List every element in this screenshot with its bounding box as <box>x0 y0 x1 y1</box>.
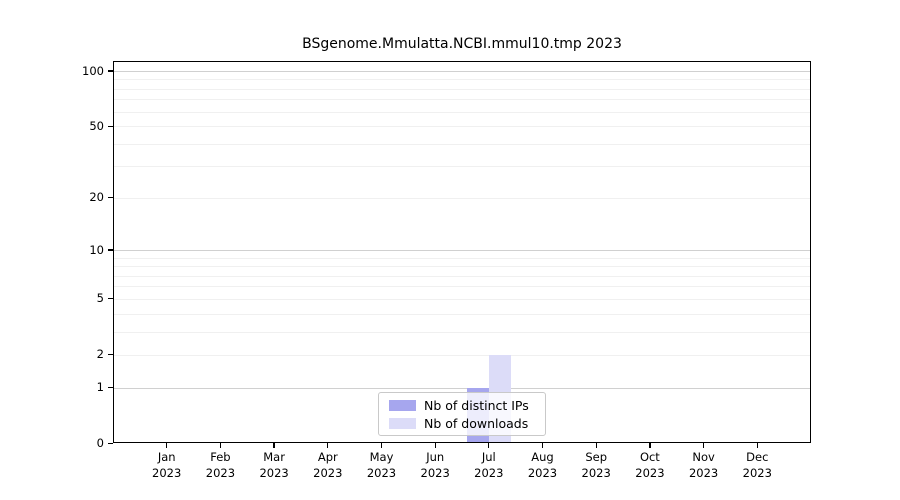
gridline-80 <box>113 88 811 90</box>
x-tick-label-jun-2023: Jun 2023 <box>420 450 450 480</box>
gridline-2 <box>113 354 811 356</box>
gridline-70 <box>113 99 811 101</box>
gridline-3 <box>113 331 811 333</box>
y-tick-mark-1 <box>108 386 113 389</box>
x-tick-label-dec-2023: Dec 2023 <box>742 450 772 480</box>
gridline-50 <box>113 126 811 128</box>
axes-spines <box>113 61 811 443</box>
gridline-100 <box>113 71 811 72</box>
y-tick-mark-0 <box>108 442 113 445</box>
x-tick-mark-mar-2023 <box>273 443 275 448</box>
gridline-40 <box>113 143 811 145</box>
legend-swatch-icon <box>389 399 416 411</box>
y-tick-mark-2 <box>108 354 113 356</box>
x-tick-mark-oct-2023 <box>649 443 651 448</box>
x-tick-label-jul-2023: Jul 2023 <box>474 450 504 480</box>
x-tick-mark-jul-2023 <box>488 443 490 448</box>
legend-row: Nb of distinct IPs <box>389 396 537 414</box>
y-tick-mark-5 <box>108 298 113 300</box>
gridline-90 <box>113 79 811 81</box>
x-tick-mark-sep-2023 <box>595 443 597 448</box>
x-tick-label-may-2023: May 2023 <box>366 450 397 480</box>
y-tick-label-1: 1 <box>96 380 104 395</box>
x-tick-label-jan-2023: Jan 2023 <box>152 450 182 480</box>
y-tick-label-2: 2 <box>96 347 104 362</box>
x-tick-label-feb-2023: Feb 2023 <box>205 450 236 480</box>
x-tick-label-sep-2023: Sep 2023 <box>581 450 611 480</box>
x-tick-mark-jan-2023 <box>166 443 168 448</box>
y-tick-mark-10 <box>108 249 113 251</box>
x-tick-mark-dec-2023 <box>756 443 758 448</box>
x-tick-mark-nov-2023 <box>703 443 705 448</box>
gridline-4 <box>113 313 811 315</box>
x-tick-mark-may-2023 <box>380 443 383 448</box>
gridline-8 <box>113 266 811 268</box>
y-tick-label-50: 50 <box>89 118 104 133</box>
gridline-30 <box>113 166 811 168</box>
gridline-6 <box>113 286 811 288</box>
gridline-1 <box>113 387 811 389</box>
gridline-9 <box>113 257 811 259</box>
y-tick-label-100: 100 <box>82 63 104 78</box>
plot-area: Nb of distinct IPs Nb of downloads <box>113 61 811 444</box>
x-tick-mark-jun-2023 <box>434 443 436 448</box>
y-tick-label-20: 20 <box>89 190 104 205</box>
y-tick-label-0: 0 <box>96 436 104 450</box>
gridline-60 <box>113 111 811 113</box>
y-tick-label-5: 5 <box>96 291 104 306</box>
x-tick-mark-feb-2023 <box>219 443 221 448</box>
legend: Nb of distinct IPs Nb of downloads <box>378 392 546 436</box>
y-tick-mark-100 <box>108 70 113 72</box>
x-tick-label-apr-2023: Apr 2023 <box>313 450 343 480</box>
legend-label: Nb of distinct IPs <box>424 397 529 413</box>
gridline-20 <box>113 197 811 199</box>
chart-title: BSgenome.Mmulatta.NCBI.mmul10.tmp 2023 <box>302 36 622 52</box>
y-tick-label-10: 10 <box>89 242 104 257</box>
gridline-7 <box>113 275 811 277</box>
x-tick-mark-aug-2023 <box>541 443 544 448</box>
y-tick-mark-50 <box>108 125 113 127</box>
gridline-10 <box>113 250 811 251</box>
x-tick-label-oct-2023: Oct 2023 <box>635 450 665 480</box>
legend-label: Nb of downloads <box>424 415 529 431</box>
legend-swatch-icon <box>389 417 416 429</box>
y-tick-mark-20 <box>108 197 113 199</box>
x-tick-mark-apr-2023 <box>327 443 329 448</box>
x-tick-label-nov-2023: Nov 2023 <box>688 450 719 480</box>
x-tick-label-mar-2023: Mar 2023 <box>259 450 289 480</box>
x-tick-label-aug-2023: Aug 2023 <box>527 450 558 480</box>
gridline-5 <box>113 298 811 300</box>
legend-row: Nb of downloads <box>389 414 537 432</box>
